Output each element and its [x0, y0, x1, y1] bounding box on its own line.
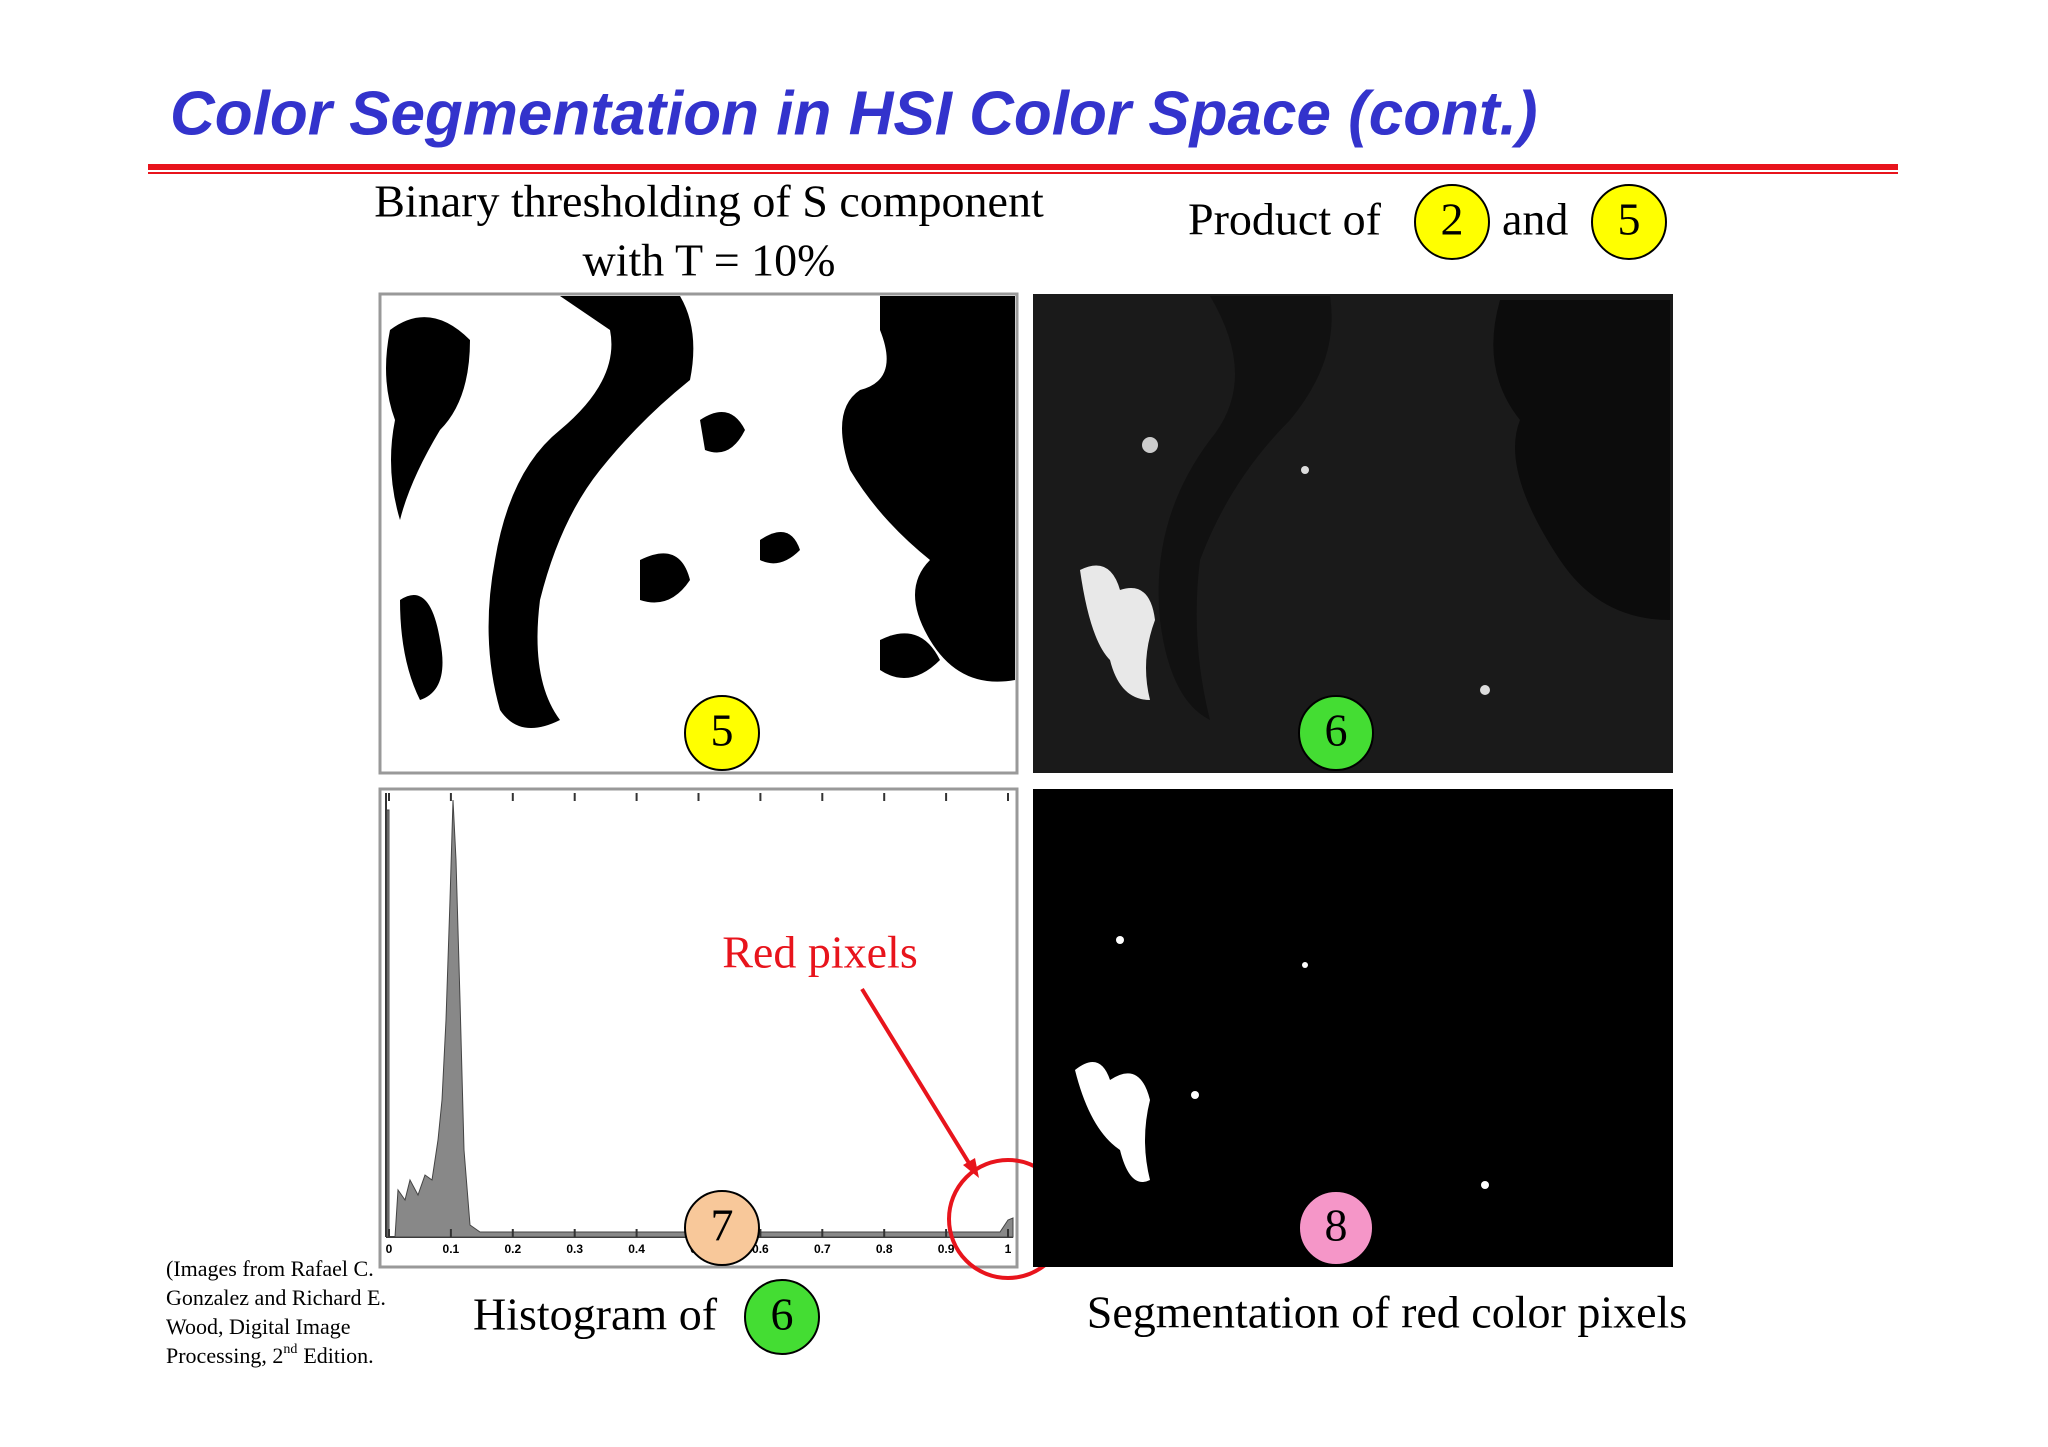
caption-text: Product of [1188, 194, 1382, 245]
binary-image [378, 292, 1019, 775]
credit-line: Wood, Digital Image [166, 1314, 351, 1339]
tick-label: 1 [1005, 1242, 1012, 1256]
ref-number: 6 [771, 1289, 794, 1340]
tick-label: 0.2 [504, 1242, 521, 1256]
histogram-image: 00.10.20.30.40.50.60.70.80.91 [378, 787, 1019, 1269]
caption-text: Histogram of [473, 1289, 718, 1340]
image-badge [1298, 695, 1374, 771]
credit-line: Gonzalez and Richard E. [166, 1285, 386, 1310]
credit-line: Processing, 2nd Edition. [166, 1342, 374, 1368]
title-rule [148, 164, 1898, 170]
caption-line: Binary thresholding of S component [374, 176, 1044, 227]
image-label: 8 [1325, 1200, 1348, 1251]
image-label: 7 [711, 1200, 734, 1251]
ref-badge [1591, 184, 1667, 260]
annotation-arrow [860, 987, 974, 1170]
tick-label: 0.1 [443, 1242, 460, 1256]
arrow-head [963, 1158, 979, 1178]
credit-text: Edition. [303, 1343, 373, 1368]
superscript: nd [283, 1342, 297, 1357]
image-label: 5 [711, 705, 734, 756]
credit-line: (Images from Rafael C. [166, 1256, 374, 1281]
tick-label: 0.8 [876, 1242, 893, 1256]
ref-number: 2 [1441, 194, 1464, 245]
tick-label: 0.3 [566, 1242, 583, 1256]
image-label: 6 [1325, 705, 1348, 756]
product-image [1033, 294, 1673, 773]
caption-text: and [1502, 194, 1568, 245]
tick-label: 0.4 [628, 1242, 645, 1256]
tick-label: 0.6 [752, 1242, 769, 1256]
credit-text: Processing, 2 [166, 1343, 283, 1368]
caption-text: Segmentation of red color pixels [1087, 1287, 1687, 1338]
ref-number: 5 [1618, 194, 1641, 245]
tick-label: 0 [386, 1242, 393, 1256]
image-badge [684, 695, 760, 771]
title-rule-thin [148, 172, 1898, 174]
slide-title: Color Segmentation in HSI Color Space (c… [170, 79, 1538, 148]
ref-badge [744, 1279, 820, 1355]
tick-label: 0.7 [814, 1242, 831, 1256]
image-badge [684, 1190, 760, 1266]
segmentation-image [1033, 789, 1673, 1267]
caption-line: with T = 10% [583, 235, 836, 286]
image-badge [1298, 1190, 1374, 1266]
ref-badge [1414, 184, 1490, 260]
tick-label: 0.9 [938, 1242, 955, 1256]
credit: (Images from Rafael C. Gonzalez and Rich… [166, 1256, 386, 1368]
annotation: Red pixels [722, 927, 917, 978]
